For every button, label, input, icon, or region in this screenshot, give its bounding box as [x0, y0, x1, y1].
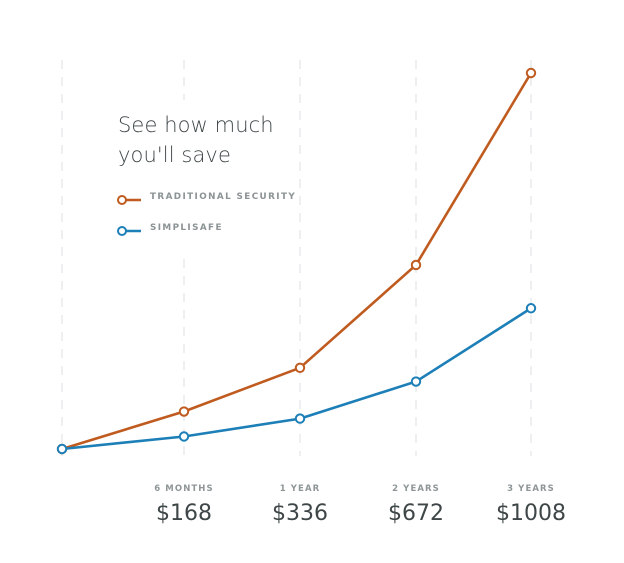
series-points: [56, 67, 537, 455]
x-axis-labels: 6 MONTHS $168 1 YEAR $336 2 YEARS $672 3 YEARS…: [154, 484, 566, 526]
cost-label-4: $672: [388, 501, 444, 526]
x-tick-label-5: 3 YEARS: [507, 484, 555, 494]
simplisafe-point-2: [178, 431, 190, 442]
chart-title-line-2: you'll save: [118, 143, 231, 167]
simplisafe-point-4: [410, 376, 422, 387]
x-tick-label-4: 2 YEARS: [392, 484, 440, 494]
traditional-security-point-5: [525, 67, 537, 79]
cost-label-5: $1008: [496, 501, 566, 526]
chart-title: See how much you'll save: [118, 110, 274, 170]
x-tick-label-3: 1 YEAR: [280, 484, 321, 494]
traditional-security-point-4: [410, 259, 422, 271]
simplisafe-point-1: [56, 443, 68, 455]
traditional-security-point-2: [178, 406, 190, 417]
simplisafe-point-5: [525, 303, 537, 314]
cost-label-2: $168: [156, 501, 212, 526]
cost-label-3: $336: [272, 501, 328, 526]
simplisafe-legend-icon: [117, 226, 141, 236]
vertical-gridlines: [61, 60, 532, 456]
simplisafe-legend-label: SIMPLISAFE: [150, 223, 223, 233]
simplisafe-point-3: [294, 413, 306, 424]
traditional-security-point-3: [294, 362, 306, 374]
traditional-security-legend-icon: [117, 195, 141, 205]
chart-title-line-1: See how much: [118, 113, 274, 137]
x-tick-label-2: 6 MONTHS: [154, 484, 214, 494]
traditional-security-legend-label: TRADITIONAL SECURITY: [150, 192, 297, 202]
